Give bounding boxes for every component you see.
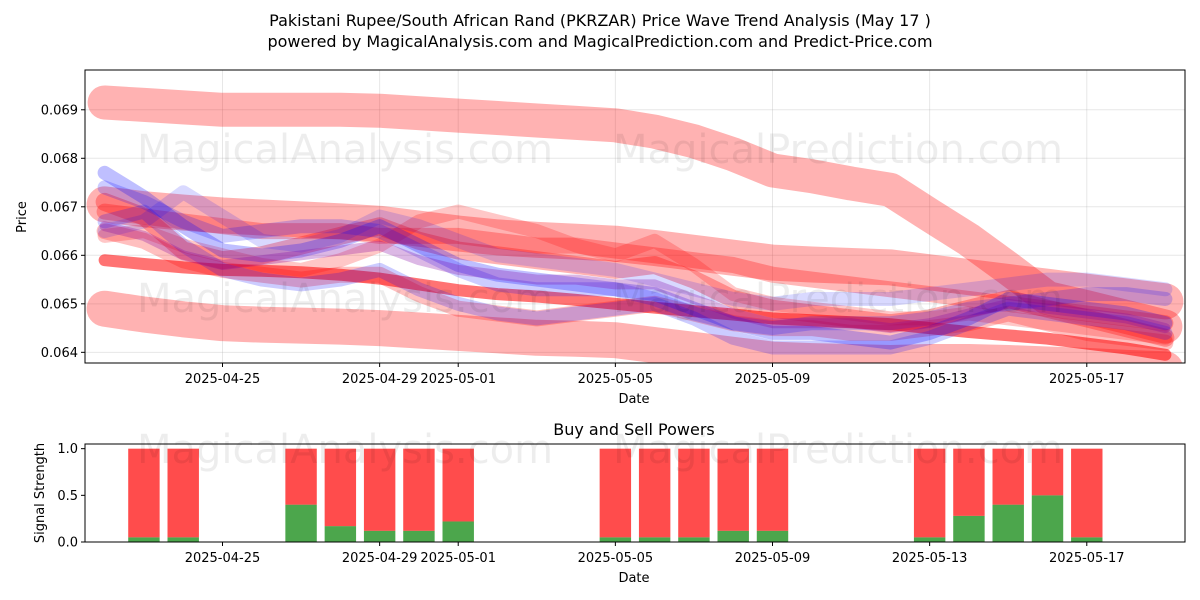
price-x-tick-label: 2025-05-05 <box>578 372 654 387</box>
buy-bar <box>442 521 474 542</box>
buy-bar <box>638 537 671 542</box>
wave-red-wave-outer-upper <box>86 186 1184 320</box>
signal-plot-frame <box>84 443 1186 543</box>
signal-y-axis-label: Signal Strength <box>33 443 48 543</box>
sell-bar <box>599 448 632 538</box>
price-x-tick-label: 2025-05-13 <box>892 372 968 387</box>
sell-bar <box>442 448 474 522</box>
buy-bar <box>285 504 317 542</box>
wave-red-wave-lower-mid <box>96 223 1174 351</box>
buy-bar <box>1031 495 1064 542</box>
buy-bar <box>756 530 789 542</box>
price-y-tick-label: 0.069 <box>41 103 78 118</box>
price-x-axis-label: Date <box>618 392 649 407</box>
sell-bar <box>363 448 396 531</box>
sell-bar <box>756 448 789 531</box>
wave-purple-wave <box>99 221 1171 334</box>
signal-y-tick-label: 1.0 <box>57 442 78 457</box>
watermark-text: MagicalAnalysis.com <box>137 276 553 322</box>
signal-y-axis: 0.0 0.5 1.0 <box>57 442 85 551</box>
buy-bar <box>363 530 396 542</box>
watermark-text: MagicalPrediction.com <box>613 276 1063 322</box>
price-x-axis: 2025-04-25 2025-04-29 2025-05-01 2025-05-05… <box>185 363 1125 387</box>
price-plot-frame <box>84 69 1186 364</box>
figure-title: Pakistani Rupee/South African Rand (PKRZ… <box>269 11 931 30</box>
price-y-tick-label: 0.066 <box>41 249 78 264</box>
signal-bars <box>128 448 1103 542</box>
buy-bar <box>992 504 1024 542</box>
signal-x-tick-label: 2025-05-13 <box>892 551 968 566</box>
price-y-axis-label: Price <box>15 201 30 233</box>
buy-bar <box>717 530 749 542</box>
wave-blue-wave-3 <box>97 185 1173 311</box>
price-watermarks: MagicalAnalysis.com MagicalPrediction.co… <box>137 127 1063 322</box>
price-y-axis: 0.064 0.065 0.066 0.067 0.068 0.069 <box>41 103 85 361</box>
buy-bar <box>167 537 199 542</box>
price-x-tick-label: 2025-05-01 <box>420 372 496 387</box>
wave-red-wave-spike <box>97 204 1173 345</box>
buy-bar <box>128 537 160 542</box>
price-x-tick-label: 2025-04-29 <box>342 372 418 387</box>
sell-bar <box>1031 448 1064 496</box>
watermark-text: MagicalAnalysis.com <box>137 427 553 473</box>
signal-chart-title: Buy and Sell Powers <box>553 420 715 439</box>
signal-watermarks: MagicalAnalysis.com MagicalPrediction.co… <box>137 427 1063 473</box>
buy-bar <box>599 537 632 542</box>
sell-bar <box>992 448 1024 505</box>
signal-x-axis: 2025-04-25 2025-04-29 2025-05-01 2025-05-05… <box>185 542 1125 566</box>
signal-x-tick-label: 2025-04-25 <box>185 551 261 566</box>
buy-bar <box>953 515 985 542</box>
signal-x-tick-label: 2025-05-09 <box>735 551 811 566</box>
watermark-text: MagicalPrediction.com <box>613 127 1063 173</box>
price-x-tick-label: 2025-05-09 <box>735 372 811 387</box>
sell-bar <box>167 448 199 538</box>
wave-red-wave-upper-mid <box>96 203 1174 332</box>
sell-bar <box>953 448 985 516</box>
price-waves <box>86 85 1184 363</box>
sell-bar <box>913 448 946 538</box>
buy-bar <box>1071 537 1103 542</box>
signal-y-tick-label: 0.0 <box>57 536 78 551</box>
sell-bar <box>285 448 317 505</box>
price-y-tick-label: 0.068 <box>41 152 78 167</box>
buy-bar <box>324 526 357 542</box>
signal-x-axis-label: Date <box>618 571 649 586</box>
wave-red-wave-mid <box>95 192 1175 347</box>
signal-x-tick-label: 2025-05-17 <box>1049 551 1125 566</box>
price-y-tick-label: 0.064 <box>41 346 78 361</box>
sell-bar <box>717 448 749 531</box>
watermark-text: MagicalPrediction.com <box>613 427 1063 473</box>
wave-blue-wave-1 <box>97 165 1173 350</box>
sell-bar <box>324 448 357 527</box>
buy-bar <box>913 537 946 542</box>
sell-bar <box>403 448 435 531</box>
watermark-text: MagicalAnalysis.com <box>137 127 553 173</box>
price-y-tick-label: 0.067 <box>41 200 78 215</box>
sell-bar <box>1071 448 1103 538</box>
signal-y-tick-label: 0.5 <box>57 489 78 504</box>
sell-bar <box>128 448 160 538</box>
price-x-tick-label: 2025-04-25 <box>185 372 261 387</box>
sell-bar <box>678 448 710 538</box>
wave-red-wave-core <box>98 254 1172 361</box>
buy-bar <box>678 537 710 542</box>
sell-bar <box>638 448 671 538</box>
wave-red-wave-upper <box>87 85 1183 344</box>
signal-x-tick-label: 2025-05-01 <box>420 551 496 566</box>
figure-subtitle: powered by MagicalAnalysis.com and Magic… <box>267 32 932 51</box>
buy-bar <box>403 530 435 542</box>
signal-x-tick-label: 2025-05-05 <box>578 551 654 566</box>
signal-x-tick-label: 2025-04-29 <box>342 551 418 566</box>
price-y-tick-label: 0.065 <box>41 297 78 312</box>
wave-blue-wave-2 <box>97 180 1173 336</box>
wave-blue-wave-4 <box>97 204 1173 355</box>
price-x-tick-label: 2025-05-17 <box>1049 372 1125 387</box>
